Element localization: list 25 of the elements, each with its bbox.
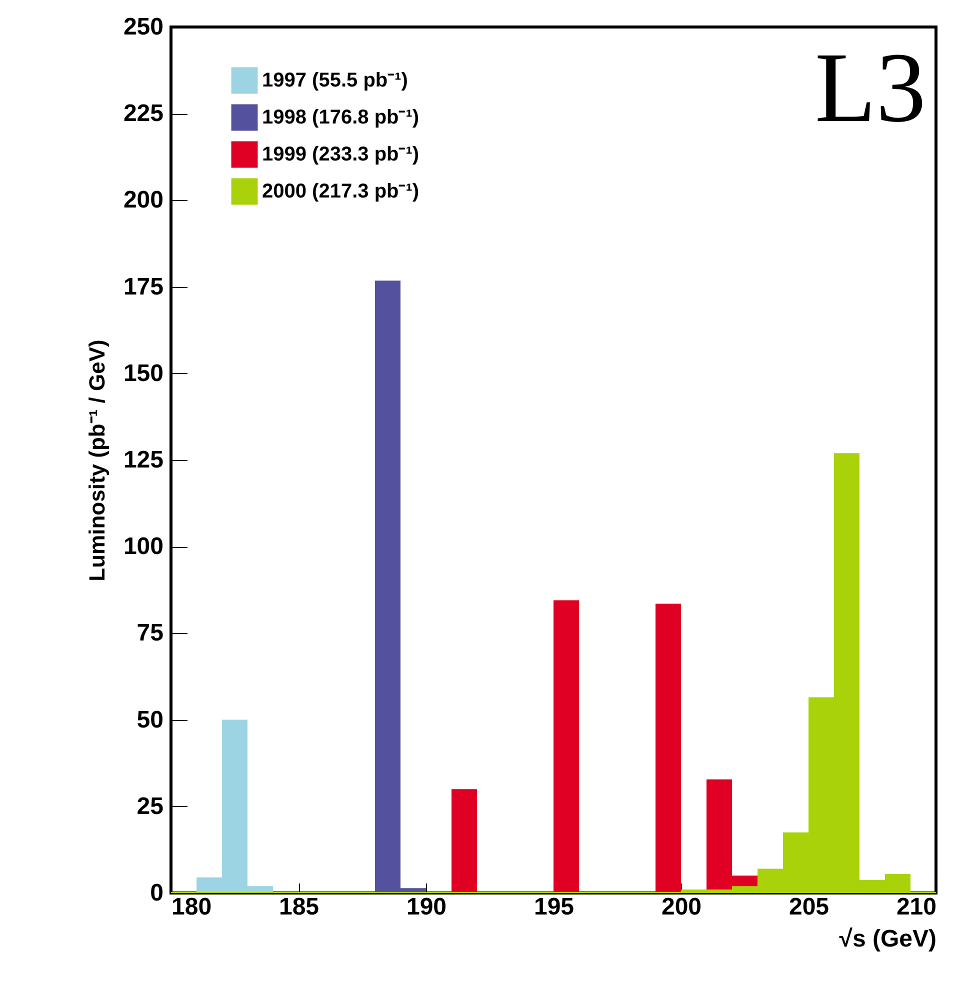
x-tick-label: 200: [661, 894, 702, 920]
y-tick-label: 125: [123, 446, 164, 474]
legend-label: 1997 (55.5 pb⁻¹): [262, 70, 408, 92]
x-tick-label: 210: [896, 894, 936, 920]
y-tick-label: 150: [123, 360, 164, 387]
y-tick-label: 50: [136, 706, 164, 734]
x-axis-title: √s (GeV): [839, 926, 936, 952]
legend-label: 2000 (217.3 pb⁻¹): [262, 180, 420, 202]
annotation: L3: [814, 32, 926, 143]
legend-label: 1999 (233.3 pb⁻¹): [262, 144, 420, 166]
y-tick-label: 175: [123, 273, 164, 300]
y-tick-label: 225: [123, 100, 164, 128]
x-tick-label: 185: [278, 894, 320, 920]
y-tick-label: 0: [150, 880, 164, 906]
legend-label: 1998 (176.8 pb⁻¹): [262, 106, 420, 128]
y-tick-label: 250: [123, 14, 164, 40]
y-axis-title: Luminosity (pb⁻¹ / GeV): [84, 340, 110, 582]
y-tick-label: 75: [136, 620, 164, 647]
x-tick-label: 190: [406, 894, 447, 920]
y-tick-label: 25: [136, 792, 164, 820]
x-tick-label: 180: [172, 894, 212, 920]
y-tick-label: 100: [123, 533, 164, 560]
y-tick-label: 200: [123, 186, 164, 214]
x-tick-label: 205: [788, 894, 830, 920]
x-tick-label: 195: [534, 894, 574, 920]
